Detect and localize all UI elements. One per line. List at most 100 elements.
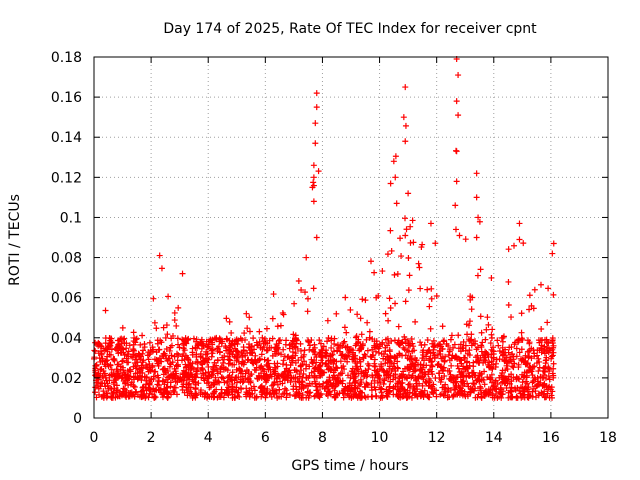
data-point	[233, 374, 240, 381]
data-point	[546, 376, 553, 383]
data-point	[476, 378, 483, 385]
data-point	[416, 264, 423, 271]
data-point	[205, 369, 212, 376]
data-point	[402, 215, 409, 222]
data-point	[378, 361, 385, 368]
data-point	[363, 336, 370, 343]
data-point	[446, 394, 453, 401]
data-point	[248, 357, 255, 364]
data-point	[224, 336, 231, 343]
data-point	[418, 244, 425, 251]
data-point	[286, 345, 293, 352]
y-tick-label: 0.04	[51, 331, 82, 347]
data-point	[398, 253, 405, 260]
data-point	[420, 393, 427, 400]
data-point	[245, 356, 252, 363]
data-point	[386, 383, 393, 390]
data-point	[105, 385, 112, 392]
data-point	[225, 360, 232, 367]
data-point	[146, 339, 153, 346]
data-point	[324, 363, 331, 370]
data-point	[197, 387, 204, 394]
data-point	[484, 314, 491, 321]
data-point	[458, 370, 465, 377]
y-tick-label: 0.1	[60, 210, 82, 226]
data-point	[252, 352, 259, 359]
data-point	[103, 389, 110, 396]
data-point	[342, 294, 349, 301]
data-point	[190, 335, 197, 342]
data-point	[121, 352, 128, 359]
data-point	[472, 394, 479, 401]
data-point	[412, 367, 419, 374]
data-point	[275, 337, 282, 344]
data-point	[517, 355, 524, 362]
data-point	[364, 371, 371, 378]
data-point	[518, 346, 525, 353]
data-point	[304, 295, 311, 302]
data-point	[304, 308, 311, 315]
data-point	[418, 342, 425, 349]
data-point	[267, 366, 274, 373]
data-point	[419, 370, 426, 377]
data-point	[496, 347, 503, 354]
data-point	[180, 377, 187, 384]
data-point	[287, 378, 294, 385]
data-point	[297, 340, 304, 347]
data-point	[151, 393, 158, 400]
data-point	[201, 358, 208, 365]
data-point	[493, 356, 500, 363]
data-point	[352, 359, 359, 366]
data-point	[278, 372, 285, 379]
data-point	[138, 377, 145, 384]
data-point	[446, 348, 453, 355]
data-point	[241, 359, 248, 366]
data-point	[137, 369, 144, 376]
data-point	[189, 345, 196, 352]
data-point	[479, 339, 486, 346]
y-tick-label: 0.18	[51, 50, 82, 66]
data-point	[311, 374, 318, 381]
data-point	[269, 315, 276, 322]
data-point	[280, 311, 287, 318]
data-point	[402, 122, 409, 129]
data-point	[171, 365, 178, 372]
data-point	[331, 335, 338, 342]
data-point	[440, 364, 447, 371]
data-point	[431, 355, 438, 362]
data-point	[122, 392, 129, 399]
data-point	[510, 353, 517, 360]
data-point-peak	[427, 220, 434, 227]
data-point	[426, 303, 433, 310]
data-point	[548, 394, 555, 401]
data-point	[126, 342, 133, 349]
data-point	[242, 352, 249, 359]
data-point	[505, 246, 512, 253]
data-point	[464, 350, 471, 357]
data-point-peak	[452, 202, 459, 209]
data-point	[469, 374, 476, 381]
data-point	[485, 321, 492, 328]
y-tick-label: 0.08	[51, 251, 82, 267]
data-point	[295, 277, 302, 284]
data-point	[448, 362, 455, 369]
data-point	[548, 355, 555, 362]
data-point	[192, 344, 199, 351]
data-point	[122, 374, 129, 381]
data-point	[295, 357, 302, 364]
data-point	[371, 360, 378, 367]
data-point	[396, 375, 403, 382]
data-point	[440, 338, 447, 345]
data-point	[284, 377, 291, 384]
data-point	[175, 352, 182, 359]
data-point	[168, 335, 175, 342]
data-point	[371, 377, 378, 384]
data-point	[521, 369, 528, 376]
data-point	[510, 374, 517, 381]
data-point	[339, 343, 346, 350]
data-point	[143, 374, 150, 381]
data-point	[247, 372, 254, 379]
data-point	[406, 272, 413, 279]
data-point	[374, 343, 381, 350]
data-point	[524, 391, 531, 398]
